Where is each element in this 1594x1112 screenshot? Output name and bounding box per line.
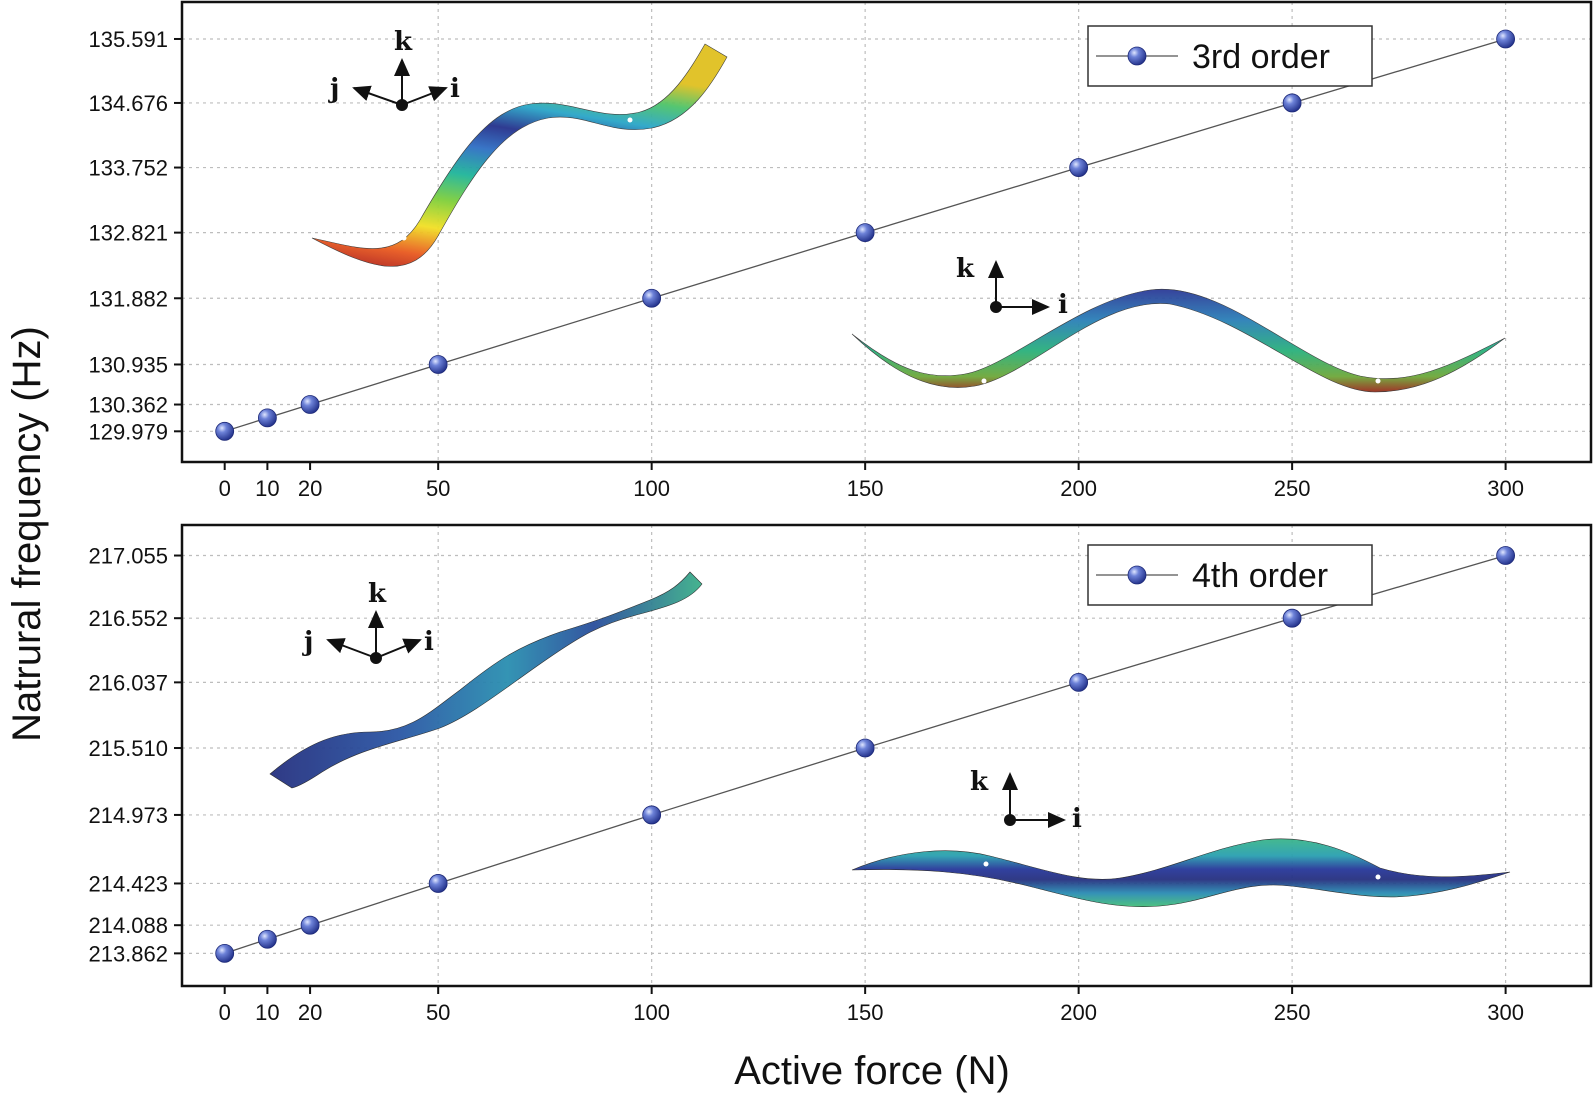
data-point [300,915,320,935]
mode-shape-inset-bottom-3d [269,571,703,789]
y-tick-label: 214.088 [88,913,168,938]
x-tick-label: 0 [219,476,231,501]
y-tick-label: 130.935 [88,352,168,377]
y-tick-label: 216.552 [88,606,168,631]
coordinate-triad-3d-top: k i j [328,27,460,111]
data-point [1496,29,1516,49]
data-point [1069,158,1089,177]
axis-label-k: k [368,579,387,609]
y-tick-label: 132.821 [88,221,168,246]
y-tick-label: 216.037 [88,670,168,695]
data-point [855,738,875,758]
legend-label: 3rd order [1192,38,1330,76]
y-tick-label: 135.591 [88,27,168,52]
y-axis-title: Natrural frequency (Hz) [5,326,49,742]
axis-label-k: k [956,254,975,284]
data-point [1069,672,1089,692]
coordinate-triad-2d-bottom: k i [970,767,1082,834]
x-tick-label: 250 [1274,1000,1311,1025]
data-point [257,929,277,949]
y-tick-label: 214.423 [88,871,168,896]
x-tick-label: 150 [847,476,884,501]
y-tick-label: 213.862 [88,941,168,966]
x-tick-label: 20 [298,1000,322,1025]
y-tick-label: 129.979 [88,419,168,444]
x-tick-label: 300 [1487,1000,1524,1025]
axis-label-i: i [1072,804,1082,834]
data-point [1282,608,1302,628]
legend-marker [1127,46,1147,66]
data-point [855,223,875,243]
data-point [1282,93,1302,113]
legend: 3rd order [1087,25,1373,87]
data-point [1496,546,1516,565]
x-tick-label: 200 [1060,476,1097,501]
legend: 4th order [1087,544,1373,606]
axis-label-i: i [1058,290,1068,320]
data-point [215,421,235,441]
axis-label-i: i [424,627,434,657]
axis-label-j: j [328,74,339,104]
legend-label: 4th order [1192,557,1328,595]
y-tick-label: 214.973 [88,803,168,828]
mode-shape-inset-bottom-side [851,838,1511,907]
data-point [642,288,662,308]
axis-label-i: i [450,74,460,104]
data-point [257,408,277,428]
y-tick-label: 131.882 [88,286,168,311]
x-tick-label: 150 [847,1000,884,1025]
data-point [428,874,448,893]
x-tick-label: 250 [1274,476,1311,501]
y-tick-label: 215.510 [88,736,168,761]
mode-shape-inset-top-3d [311,43,728,267]
legend-marker [1127,565,1147,585]
x-tick-label: 300 [1487,476,1524,501]
x-tick-label: 100 [633,1000,670,1025]
legend-box [1087,25,1373,87]
x-tick-label: 50 [426,1000,450,1025]
data-point [428,355,448,374]
y-tick-label: 217.055 [88,544,168,569]
x-tick-label: 200 [1060,1000,1097,1025]
x-tick-label: 100 [633,476,670,501]
coordinate-triad-3d-bottom: k i j [302,579,434,664]
x-tick-label: 20 [298,476,322,501]
y-tick-label: 133.752 [88,156,168,181]
axis-label-k: k [394,27,413,57]
data-point [642,805,662,825]
y-tick-label: 134.676 [88,91,168,116]
axis-label-k: k [970,767,989,797]
data-point [215,943,235,963]
x-axis-title: Active force (N) [734,1049,1010,1093]
coordinate-triad-2d-top: k i [956,254,1068,320]
data-point [300,395,320,414]
x-tick-label: 10 [255,1000,279,1025]
plot-frame [180,0,1593,464]
panel-bottom: 213.862 214.088 214.423 214.973 215.510 216.0… [88,523,1593,1025]
axis-label-j: j [302,627,313,657]
mode-shape-inset-top-side [851,288,1506,393]
plot-frame [180,523,1593,988]
x-tick-label: 0 [219,1000,231,1025]
x-tick-label: 50 [426,476,450,501]
y-tick-label: 130.362 [88,393,168,418]
x-tick-label: 10 [255,476,279,501]
